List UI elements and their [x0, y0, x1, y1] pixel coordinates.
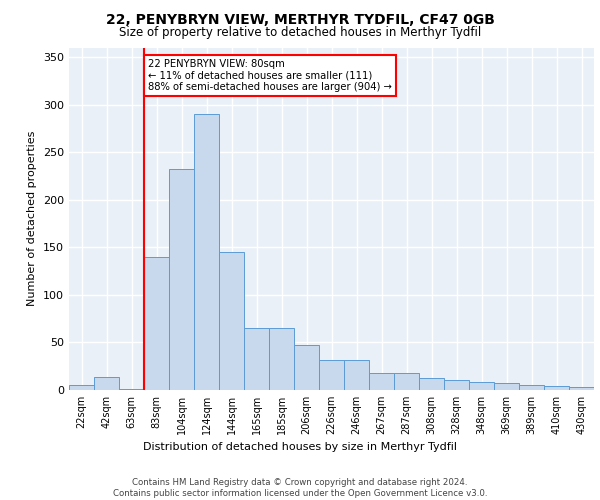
- Text: Size of property relative to detached houses in Merthyr Tydfil: Size of property relative to detached ho…: [119, 26, 481, 39]
- Bar: [94, 376, 119, 390]
- Bar: [494, 384, 519, 390]
- Text: Distribution of detached houses by size in Merthyr Tydfil: Distribution of detached houses by size …: [143, 442, 457, 452]
- Bar: [469, 382, 494, 390]
- Bar: [319, 360, 344, 390]
- Bar: [569, 387, 594, 390]
- Bar: [219, 252, 244, 390]
- Text: 22 PENYBRYN VIEW: 80sqm
← 11% of detached houses are smaller (111)
88% of semi-d: 22 PENYBRYN VIEW: 80sqm ← 11% of detache…: [148, 59, 392, 92]
- Y-axis label: Number of detached properties: Number of detached properties: [28, 131, 37, 306]
- Bar: [144, 257, 169, 390]
- Bar: [369, 373, 394, 390]
- Bar: [194, 114, 219, 390]
- Bar: [519, 385, 544, 390]
- Bar: [244, 328, 269, 390]
- Bar: [344, 360, 369, 390]
- Bar: [294, 346, 319, 390]
- Bar: [269, 328, 294, 390]
- Bar: [119, 389, 144, 390]
- Bar: [394, 373, 419, 390]
- Bar: [419, 378, 444, 390]
- Bar: [444, 380, 469, 390]
- Bar: [169, 170, 194, 390]
- Text: Contains HM Land Registry data © Crown copyright and database right 2024.
Contai: Contains HM Land Registry data © Crown c…: [113, 478, 487, 498]
- Bar: [544, 386, 569, 390]
- Bar: [69, 385, 94, 390]
- Text: 22, PENYBRYN VIEW, MERTHYR TYDFIL, CF47 0GB: 22, PENYBRYN VIEW, MERTHYR TYDFIL, CF47 …: [106, 12, 494, 26]
